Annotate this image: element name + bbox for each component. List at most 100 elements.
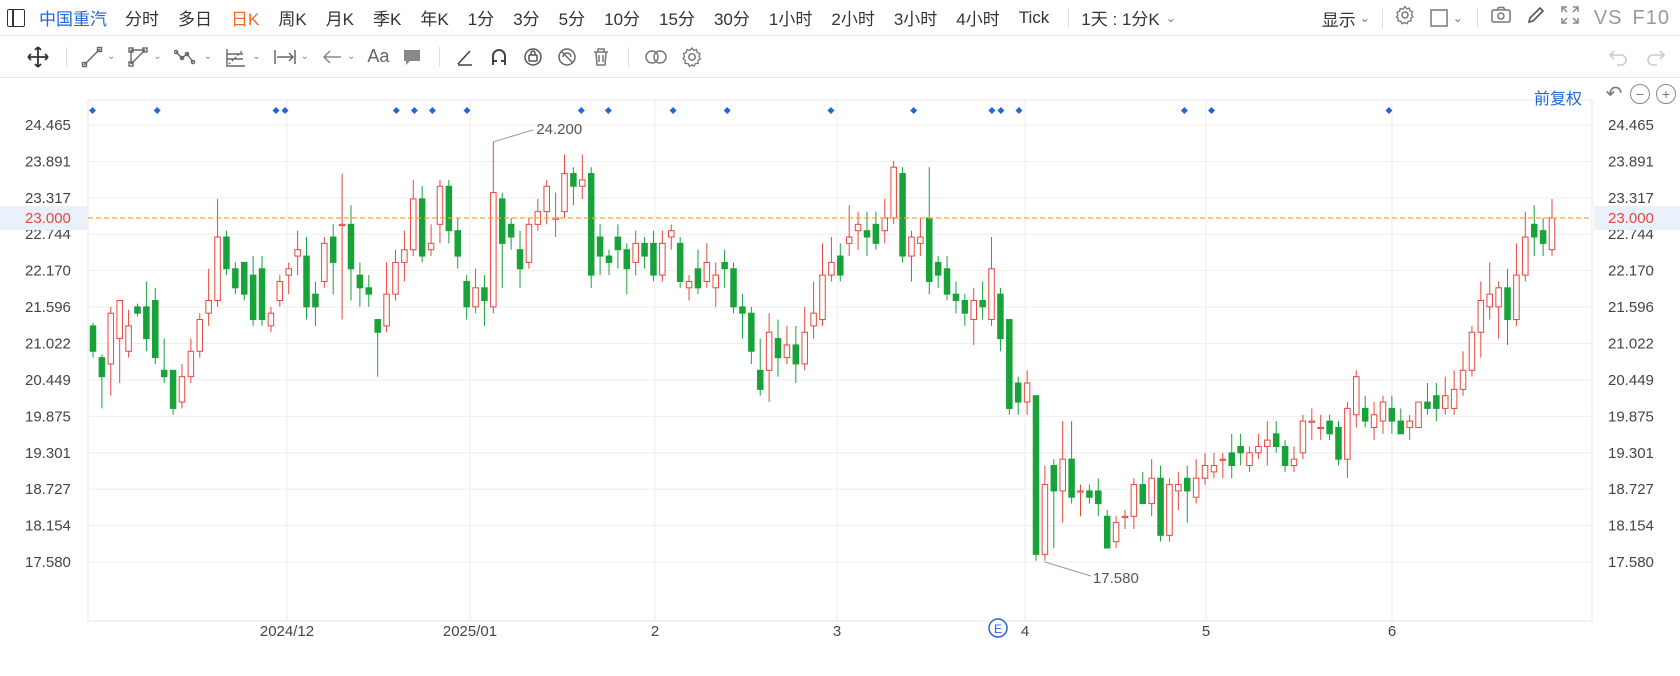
timeframe-1[interactable]: 分时 [125, 10, 159, 29]
candle [1424, 383, 1431, 415]
event-marker[interactable] [910, 107, 918, 114]
price-adjust-toggle[interactable]: 前复权 [1533, 91, 1582, 108]
timeframe-18[interactable]: Tick [1018, 7, 1050, 27]
event-marker[interactable] [827, 107, 835, 114]
timeframe-6[interactable]: 季K [373, 10, 402, 29]
event-marker[interactable] [723, 107, 731, 114]
channel-tool[interactable]: ⌄ [127, 36, 162, 78]
arrow-icon [322, 49, 341, 64]
timeframe-15[interactable]: 2小时 [831, 10, 875, 29]
magnet-tool[interactable] [488, 36, 510, 78]
note-tool[interactable] [401, 36, 423, 78]
event-marker[interactable] [392, 107, 400, 114]
candle [988, 237, 995, 326]
hide-tool[interactable] [556, 36, 578, 78]
candle [303, 237, 310, 320]
fib-tool[interactable]: ⌄ [224, 36, 261, 78]
delete-tool[interactable] [590, 36, 612, 78]
timeframe-9[interactable]: 3分 [513, 10, 540, 29]
candle [819, 243, 826, 326]
vs-compare-button[interactable]: VS [1593, 6, 1623, 29]
candle [1121, 509, 1129, 529]
timeframe-10[interactable]: 5分 [558, 10, 586, 29]
indicator-settings-tool[interactable] [681, 36, 703, 78]
timeframe-7[interactable]: 年K [420, 10, 449, 29]
draw-tool[interactable] [454, 36, 476, 78]
event-e-marker[interactable] [988, 618, 1008, 638]
event-marker[interactable] [1180, 107, 1188, 114]
kline-chart-svg[interactable]: 24.465 24.465 23.891 23.891 23.317 23.317 22.7… [0, 78, 1680, 676]
fullscreen-icon[interactable] [1560, 5, 1580, 31]
event-marker[interactable] [272, 107, 280, 114]
stock-symbol[interactable]: 中国重汽 [39, 10, 107, 29]
settings-icon[interactable] [1395, 5, 1415, 31]
camera-icon[interactable] [1490, 5, 1512, 31]
candle [125, 310, 132, 358]
event-marker[interactable] [410, 107, 418, 114]
candle [1068, 421, 1075, 504]
y-tick-label-left: 21.022 [25, 336, 71, 353]
text-tool[interactable]: Aa [367, 36, 389, 78]
compare-tool[interactable] [643, 36, 669, 78]
chevron-down-icon: ⌄ [203, 51, 213, 62]
undo-icon[interactable] [1608, 48, 1628, 66]
sidebar-toggle-icon[interactable] [7, 8, 25, 27]
event-marker[interactable] [988, 107, 996, 114]
zoom-in-icon[interactable]: + [1656, 84, 1676, 104]
timeframe-17[interactable]: 4小时 [956, 10, 1000, 29]
timeframe-12[interactable]: 15分 [659, 10, 695, 29]
event-marker[interactable] [997, 107, 1005, 114]
event-marker[interactable] [153, 107, 161, 114]
layout-icon[interactable]: ⌄ [1429, 8, 1463, 28]
candle [774, 319, 782, 377]
crosshair-tool[interactable] [26, 36, 50, 78]
timeframe-14[interactable]: 1小时 [768, 10, 813, 29]
candle [925, 167, 933, 295]
candle [1272, 421, 1280, 453]
zoom-out-icon[interactable]: − [1630, 84, 1650, 104]
timeframe-5[interactable]: 月K [325, 10, 355, 29]
event-marker[interactable] [669, 107, 677, 114]
interval-select[interactable]: 1天 : 1分K ⌄ [1081, 5, 1175, 30]
candle [1130, 478, 1138, 529]
pencil-icon[interactable] [1526, 5, 1546, 31]
event-marker[interactable] [281, 107, 289, 114]
candle [463, 275, 470, 320]
timeframe-16[interactable]: 3小时 [893, 10, 938, 29]
chart-zoom-controls: ↶ − + [1604, 84, 1676, 104]
event-marker[interactable] [1015, 107, 1023, 114]
kline-chart[interactable]: 24.465 24.465 23.891 23.891 23.317 23.317 22.7… [0, 78, 1680, 676]
timeframe-4[interactable]: 周K [278, 10, 307, 29]
candle [418, 186, 426, 263]
event-marker[interactable] [577, 107, 585, 114]
event-marker[interactable] [1385, 107, 1393, 114]
wave-tool[interactable]: ⌄ [173, 36, 213, 78]
measure-tool[interactable]: ⌄ [273, 36, 309, 78]
display-menu[interactable]: 显示 [1321, 10, 1356, 30]
candle [267, 306, 275, 333]
lock-tool[interactable] [522, 36, 544, 78]
timeframe-8[interactable]: 1分 [467, 10, 495, 29]
event-marker[interactable] [604, 107, 612, 114]
candle [783, 325, 791, 364]
event-marker[interactable] [428, 107, 436, 114]
candle [427, 224, 435, 257]
timeframe-3[interactable]: 日K [231, 10, 260, 29]
timeframe-2[interactable]: 多日 [178, 10, 212, 29]
redo-icon[interactable] [1646, 48, 1666, 66]
event-marker[interactable] [1207, 107, 1215, 114]
event-marker[interactable] [89, 107, 97, 114]
event-marker[interactable] [463, 107, 471, 114]
arrow-tool[interactable]: ⌄ [321, 36, 355, 78]
timeframe-11[interactable]: 10分 [604, 10, 641, 29]
divider [1381, 8, 1383, 28]
reset-icon[interactable]: ↶ [1605, 83, 1623, 105]
f10-button[interactable]: F10 [1632, 6, 1670, 29]
wave-icon [173, 49, 196, 64]
candle [374, 319, 381, 377]
timeframe-13[interactable]: 30分 [713, 10, 750, 29]
candle [863, 211, 871, 257]
candle [534, 198, 542, 231]
x-tick-label: 3 [833, 623, 841, 640]
line-tool[interactable]: ⌄ [81, 36, 115, 78]
